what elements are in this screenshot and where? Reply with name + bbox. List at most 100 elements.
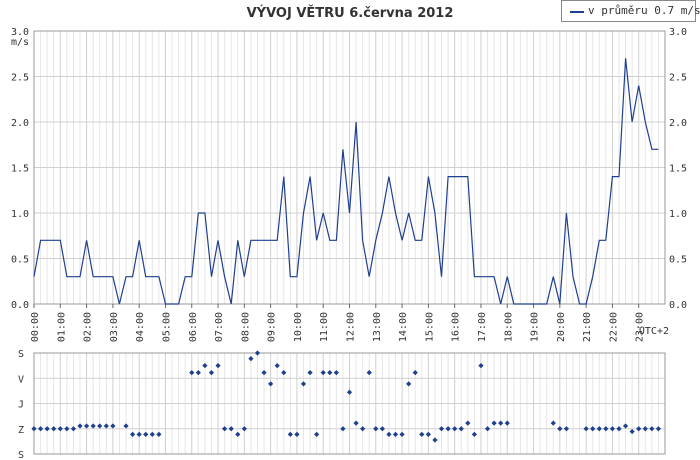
wind-direction-point: [254, 350, 261, 356]
wind-direction-point: [268, 381, 274, 387]
y-tick-label-right: 2.0: [669, 118, 687, 129]
wind-direction-point: [432, 437, 438, 443]
plot-border: [33, 352, 666, 455]
x-tick-label: 10:00: [293, 312, 304, 342]
wind-direction-point: [406, 381, 412, 387]
x-tick-label: 14:00: [398, 312, 409, 342]
y-tick-label-left: 1.5: [11, 164, 29, 175]
wind-direction-point: [366, 370, 372, 376]
wind-direction-point: [143, 431, 149, 437]
wind-direction-point: [478, 363, 484, 369]
x-tick-label: 16:00: [451, 312, 462, 342]
wind-direction-point: [557, 426, 563, 432]
x-tick-label: 21:00: [582, 312, 593, 342]
x-tick-label: 01:00: [56, 312, 67, 342]
x-tick-label: 02:00: [83, 312, 94, 342]
wind-direction-point: [189, 370, 195, 376]
x-tick-label: 15:00: [424, 312, 435, 342]
wind-direction-point: [136, 431, 142, 437]
wind-direction-point: [241, 426, 247, 432]
wind-direction-point: [57, 426, 63, 432]
wind-direction-point: [300, 381, 307, 387]
wind-direction-point: [346, 389, 353, 395]
wind-direction-point: [360, 426, 366, 432]
wind-direction-point: [379, 426, 385, 432]
wind-direction-point: [320, 370, 326, 376]
x-tick-label: 04:00: [135, 312, 146, 342]
legend-swatch: [570, 11, 584, 13]
x-tick-label: 18:00: [503, 312, 514, 342]
wind-direction-point: [386, 431, 392, 437]
wind-direction-point: [274, 363, 280, 369]
wind-direction-point: [307, 370, 313, 376]
wind-direction-point: [550, 420, 556, 426]
wind-direction-point: [425, 431, 431, 437]
x-tick-label: 23:00: [635, 312, 646, 342]
y-tick-label-direction: S: [18, 349, 24, 360]
y-tick-label-right: 2.5: [669, 73, 687, 84]
x-tick-label: 03:00: [109, 312, 120, 342]
chart-title: VÝVOJ VĚTRU 6.června 2012: [247, 5, 454, 21]
wind-direction-point: [287, 431, 293, 437]
y-tick-label-direction: V: [18, 374, 24, 385]
wind-speed-line: [33, 58, 659, 305]
wind-direction-point: [373, 426, 379, 432]
y-tick-label-left: 3.0: [11, 27, 29, 38]
wind-direction-point: [44, 426, 50, 432]
wind-direction-point: [484, 426, 491, 432]
wind-direction-point: [504, 420, 510, 426]
x-tick-label: 19:00: [530, 312, 541, 342]
x-axis-unit-label: UTC+2: [639, 326, 669, 337]
wind-direction-point: [465, 420, 471, 426]
wind-direction-point: [622, 423, 629, 429]
wind-direction-point: [51, 426, 57, 432]
wind-direction-point: [419, 431, 425, 437]
x-tick-label: 13:00: [372, 312, 383, 342]
wind-direction-point: [208, 370, 215, 376]
wind-direction-point: [103, 423, 109, 429]
x-tick-label: 11:00: [319, 312, 330, 342]
wind-direction-point: [281, 370, 287, 376]
wind-direction-point: [498, 420, 504, 426]
wind-direction-point: [438, 426, 445, 432]
wind-direction-point: [392, 431, 399, 437]
y-axis-unit-label: m/s: [11, 37, 29, 48]
wind-direction-point: [583, 426, 589, 432]
wind-direction-panel: S V J Z S: [18, 349, 666, 460]
x-tick-label: 05:00: [161, 312, 172, 342]
wind-direction-point: [294, 431, 300, 437]
wind-direction-point: [156, 431, 162, 437]
wind-direction-point: [629, 428, 635, 435]
wind-direction-point: [97, 423, 103, 429]
wind-direction-point: [222, 426, 228, 432]
x-tick-label: 09:00: [267, 312, 278, 342]
wind-direction-point: [123, 423, 129, 429]
y-tick-label-left: 2.5: [11, 73, 29, 84]
wind-direction-point: [64, 426, 70, 432]
y-tick-label-left: 0.0: [11, 300, 29, 311]
y-tick-label-direction: Z: [18, 425, 24, 436]
y-tick-label-direction: J: [18, 400, 24, 411]
y-tick-label-right: 1.5: [669, 164, 687, 175]
wind-direction-point: [333, 370, 339, 376]
x-tick-label: 20:00: [556, 312, 567, 342]
y-tick-label-right: 3.0: [669, 27, 687, 38]
y-tick-label-left: 0.5: [11, 255, 29, 266]
wind-direction-point: [37, 426, 44, 432]
wind-direction-point: [491, 420, 497, 426]
wind-direction-point: [70, 426, 77, 432]
wind-direction-point: [31, 426, 37, 432]
y-tick-label-left: 2.0: [11, 118, 29, 129]
x-tick-label: 08:00: [240, 312, 251, 342]
y-tick-label-right: 0.5: [669, 255, 687, 266]
wind-direction-point: [458, 426, 464, 432]
wind-direction-point: [609, 426, 616, 432]
x-tick-label: 22:00: [608, 312, 619, 342]
legend-label: v průměru 0.7 m/s: [588, 4, 700, 17]
wind-direction-point: [228, 426, 234, 432]
y-tick-label-direction: S: [18, 450, 24, 460]
wind-direction-point: [110, 423, 116, 429]
wind-direction-point: [261, 370, 267, 376]
wind-direction-point: [83, 423, 90, 429]
